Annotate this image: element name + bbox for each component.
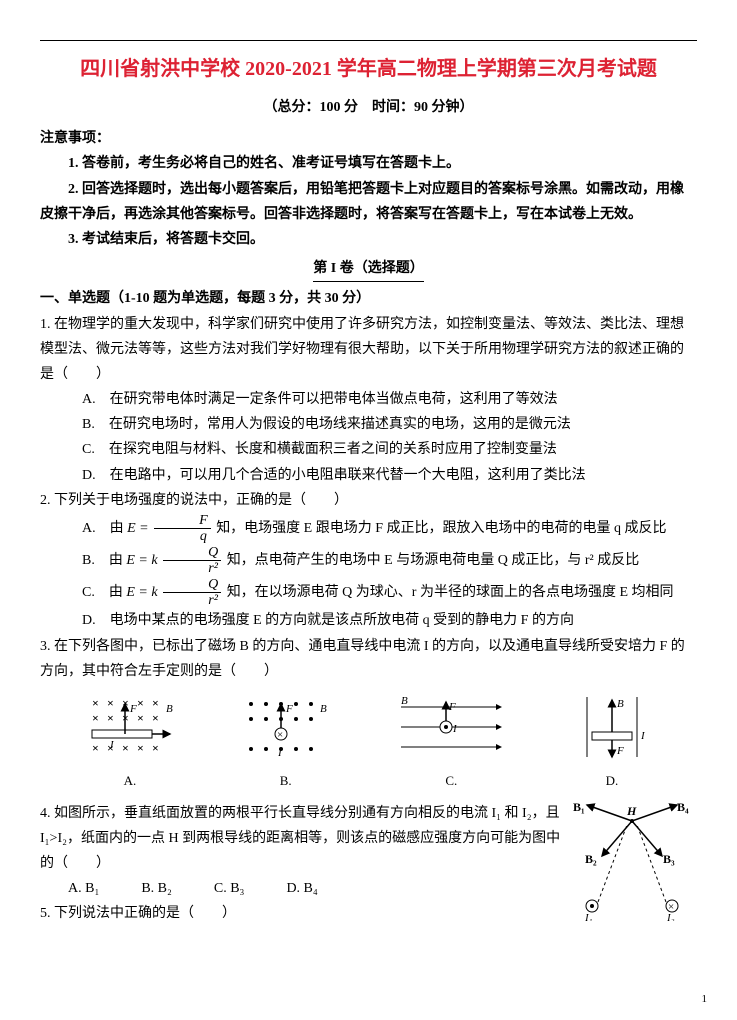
svg-text:×: × <box>92 696 99 710</box>
svg-text:F: F <box>616 745 624 757</box>
q3-labelA: A. <box>80 769 180 792</box>
section-label: 第 I 卷（选择题） <box>313 256 423 282</box>
q2-optB-pre: B. 由 <box>82 553 123 568</box>
svg-text:×: × <box>137 711 144 725</box>
q1-optB: B. 在研究电场时，常用人为假设的电场线来描述真实的电场，这用的是微元法 <box>40 412 697 437</box>
q3-stem: 3. 在下列各图中，已标出了磁场 B 的方向、通电直导线中电流 I 的方向，以及… <box>40 634 697 684</box>
q3-diagC: B I F C. <box>391 692 511 793</box>
svg-text:H: H <box>626 804 637 818</box>
svg-text:×: × <box>152 741 159 755</box>
q2-optB: B. 由 E = k Qr² 知，点电荷产生的电场中 E 与场源电荷电量 Q 成… <box>40 545 697 577</box>
q2-optC: C. 由 E = k Qr² 知，在以场源电荷 Q 为球心、r 为半径的球面上的… <box>40 577 697 609</box>
q3-labelB: B. <box>236 769 336 792</box>
svg-text:×: × <box>92 741 99 755</box>
svg-text:B₁: B₁ <box>573 801 585 814</box>
page-number: 1 <box>702 990 708 1010</box>
svg-text:I: I <box>640 730 646 742</box>
q1-optD: D. 在电路中，可以用几个合适的小电阻串联来代替一个大电阻，这利用了类比法 <box>40 463 697 488</box>
note-2: 2. 回答选择题时，选出每小题答案后，用铅笔把答题卡上对应题目的答案标号涂黑。如… <box>40 177 697 227</box>
q3-diagrams: ××××× ××××× ××××× F B I A. <box>80 692 657 793</box>
q2-optA-post: 知，电场强度 E 跟电场力 F 成正比，跟放入电场中的电荷的电量 q 成反比 <box>216 521 666 536</box>
notes-heading: 注意事项： <box>40 126 697 151</box>
q4-options: A. B₁ B. B₂ C. B₃ D. B₄ <box>40 876 567 901</box>
q3-diagA: ××××× ××××× ××××× F B I A. <box>80 692 180 793</box>
q2-optC-pre: C. 由 <box>82 585 123 600</box>
ampere-diagram-D-svg: B I F <box>567 692 657 762</box>
svg-text:×: × <box>277 729 283 741</box>
svg-text:×: × <box>122 741 129 755</box>
q4-stem: 4. 如图所示，垂直纸面放置的两根平行长直导线分别通有方向相反的电流 I₁ 和 … <box>40 801 567 877</box>
q1-stem: 1. 在物理学的重大发现中，科学家们研究中使用了许多研究方法，如控制变量法、等效… <box>40 312 697 388</box>
svg-text:I₂: I₂ <box>666 912 675 921</box>
svg-text:I₁: I₁ <box>584 912 593 921</box>
q3-diagD: B I F D. <box>567 692 657 793</box>
q2-optA-pre: A. 由 <box>82 521 124 536</box>
ampere-diagram-A-svg: ××××× ××××× ××××× F B I <box>80 692 180 762</box>
svg-text:F: F <box>285 703 293 715</box>
svg-text:×: × <box>137 741 144 755</box>
note-1: 1. 答卷前，考生务必将自己的姓名、准考证号填写在答题卡上。 <box>40 151 697 176</box>
q2-optB-post: 知，点电荷产生的电场中 E 与场源电荷电量 Q 成正比，与 r² 成反比 <box>227 553 640 568</box>
svg-text:×: × <box>152 711 159 725</box>
q2-stem: 2. 下列关于电场强度的说法中，正确的是（ ） <box>40 488 697 513</box>
svg-text:I: I <box>109 739 115 751</box>
exam-title: 四川省射洪中学校 2020-2021 学年高二物理上学期第三次月考试题 <box>40 51 697 87</box>
svg-text:B₄: B₄ <box>677 801 689 814</box>
exam-subtitle: （总分：100 分 时间：90 分钟） <box>40 95 697 120</box>
q2-optC-post: 知，在以场源电荷 Q 为球心、r 为半径的球面上的各点电场强度 E 均相同 <box>227 585 674 600</box>
svg-text:I: I <box>452 723 458 735</box>
part-heading: 一、单选题（1-10 题为单选题，每题 3 分，共 30 分） <box>40 286 697 311</box>
svg-text:×: × <box>152 696 159 710</box>
svg-text:B₃: B₃ <box>663 852 675 866</box>
q5-stem: 5. 下列说法中正确的是（ ） <box>40 901 567 926</box>
svg-text:B: B <box>166 703 173 715</box>
svg-text:B: B <box>320 703 327 715</box>
svg-text:F: F <box>129 703 137 715</box>
svg-text:×: × <box>107 696 114 710</box>
ampere-diagram-C-svg: B I F <box>391 692 511 762</box>
svg-text:B: B <box>617 698 624 710</box>
q1-optA: A. 在研究带电体时满足一定条件可以把带电体当做点电荷，这利用了等效法 <box>40 387 697 412</box>
svg-text:×: × <box>92 711 99 725</box>
svg-text:×: × <box>137 696 144 710</box>
q3-labelD: D. <box>567 769 657 792</box>
note-3: 3. 考试结束后，将答题卡交回。 <box>40 227 697 252</box>
ampere-diagram-B-svg: × F B I <box>236 692 336 762</box>
q2-optA: A. 由 E = Fq 知，电场强度 E 跟电场力 F 成正比，跟放入电场中的电… <box>40 513 697 545</box>
q4-diagram-svg: I₁ × I₂ H B₁ B₄ B₂ B₃ <box>567 801 697 921</box>
svg-text:×: × <box>107 711 114 725</box>
q3-labelC: C. <box>391 769 511 792</box>
svg-text:B: B <box>401 695 408 707</box>
svg-text:F: F <box>448 701 456 713</box>
q3-diagB: × F B I B. <box>236 692 336 793</box>
q2-optD: D. 电场中某点的电场强度 E 的方向就是该点所放电荷 q 受到的静电力 F 的… <box>40 608 697 633</box>
top-rule <box>40 40 697 41</box>
q1-optC: C. 在探究电阻与材料、长度和横截面积三者之间的关系时应用了控制变量法 <box>40 437 697 462</box>
svg-text:B₂: B₂ <box>585 852 597 866</box>
